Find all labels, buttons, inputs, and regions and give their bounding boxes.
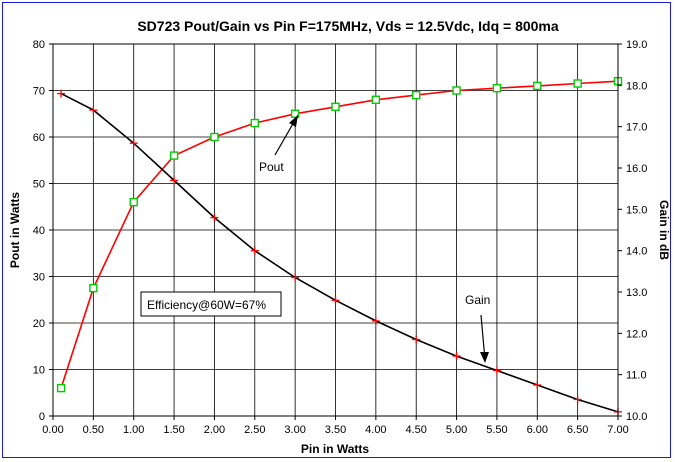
data-point-gain <box>210 213 219 222</box>
y-tick-label: 50 <box>33 179 45 191</box>
data-point-pout <box>129 197 138 207</box>
y-tick-label: 10 <box>33 365 45 377</box>
y-tick-label: 20 <box>33 318 45 330</box>
annotation-pout-label: Pout <box>259 160 284 174</box>
y2-tick-label: 17.0 <box>626 122 647 134</box>
y2-tick-label: 15.0 <box>626 204 647 216</box>
x-tick-label: 4.50 <box>406 424 427 436</box>
x-tick-label: 2.50 <box>244 424 265 436</box>
x-tick-label: 0.00 <box>42 424 63 436</box>
data-point-gain <box>129 139 138 148</box>
data-point-pout <box>169 151 179 160</box>
x-tick-label: 0.50 <box>83 424 104 436</box>
y-axis-title: Pout in Watts <box>8 192 22 269</box>
chart-title: SD723 Pout/Gain vs Pin F=175MHz, Vds = 1… <box>137 18 559 34</box>
y2-tick-label: 11.0 <box>626 370 647 382</box>
data-point-pout <box>250 118 259 128</box>
y-tick-label: 30 <box>33 272 45 284</box>
annotation-gain-arrowhead <box>480 352 489 363</box>
y-tick-label: 80 <box>33 39 45 51</box>
annotations: Pout Gain Efficiency@60W=67% <box>140 114 490 363</box>
x-tick-label: 1.00 <box>123 424 144 436</box>
y2-tick-label: 19.0 <box>626 39 647 51</box>
annotation-gain-label: Gain <box>465 293 490 307</box>
data-point-gain <box>57 89 66 98</box>
data-point-gain <box>89 106 98 115</box>
x-axis-title: Pin in Watts <box>301 442 370 456</box>
data-point-pout <box>573 79 582 88</box>
y-tick-label: 70 <box>33 86 45 98</box>
data-point-gain <box>331 296 340 305</box>
y2-tick-label: 10.0 <box>626 411 647 423</box>
x-tick-label: 2.00 <box>204 424 225 436</box>
y-tick-label: 40 <box>33 225 45 237</box>
data-point-gain <box>291 273 300 282</box>
x-tick-label: 6.50 <box>567 424 588 436</box>
y-tick-labels: 0 10 20 30 40 50 60 70 80 <box>33 39 53 423</box>
x-tick-label: 5.50 <box>486 424 507 436</box>
data-point-pout <box>210 132 219 142</box>
y2-axis-title: Gain in dB <box>657 200 671 260</box>
annotation-efficiency-box <box>140 291 282 317</box>
x-tick-label: 6.00 <box>527 424 548 436</box>
y2-tick-label: 14.0 <box>626 246 647 258</box>
y2-tick-labels: 10.0 11.0 12.0 13.0 14.0 15.0 16.0 17.0 18.0 19.0 <box>618 39 647 423</box>
data-point-pout <box>331 102 340 111</box>
data-point-pout <box>452 86 461 95</box>
y2-tick-label: 16.0 <box>626 163 647 175</box>
data-point-gain <box>412 335 421 344</box>
x-tick-labels: 0.00 0.50 1.00 1.50 2.00 2.50 3.00 3.50 4.00 4.50… <box>42 416 629 436</box>
data-point-pout <box>412 90 421 100</box>
chart-svg: SD723 Pout/Gain vs Pin F=175MHz, Vds = 1… <box>8 18 671 456</box>
data-point-pout <box>89 283 98 293</box>
series-layer <box>56 76 623 416</box>
x-tick-label: 5.00 <box>446 424 467 436</box>
data-point-pout <box>371 95 381 105</box>
x-tick-label: 4.00 <box>365 424 386 436</box>
chart-frame: SD723 Pout/Gain vs Pin F=175MHz, Vds = 1… <box>2 2 671 458</box>
data-point-gain <box>452 352 461 361</box>
data-point-gain <box>533 381 542 389</box>
x-tick-label: 3.50 <box>325 424 346 436</box>
data-point-pout <box>533 81 542 91</box>
data-point-pout <box>492 83 502 93</box>
annotation-efficiency-label: Efficiency@60W=67% <box>147 298 266 312</box>
x-tick-label: 3.00 <box>284 424 305 436</box>
annotation-pout-arrowhead <box>289 115 298 127</box>
data-point-pout <box>56 383 66 393</box>
y2-tick-label: 12.0 <box>626 328 647 340</box>
y-tick-label: 0 <box>39 411 45 423</box>
y-tick-label: 60 <box>33 132 45 144</box>
data-point-pout <box>290 109 300 118</box>
y2-tick-label: 13.0 <box>626 287 647 299</box>
data-point-gain <box>250 246 259 255</box>
data-point-gain <box>492 366 501 375</box>
data-point-gain <box>371 316 380 325</box>
data-point-gain <box>573 395 582 404</box>
data-point-gain <box>170 176 179 185</box>
x-tick-label: 1.50 <box>163 424 184 436</box>
y2-tick-label: 18.0 <box>626 80 647 92</box>
x-tick-label: 7.00 <box>607 424 628 436</box>
